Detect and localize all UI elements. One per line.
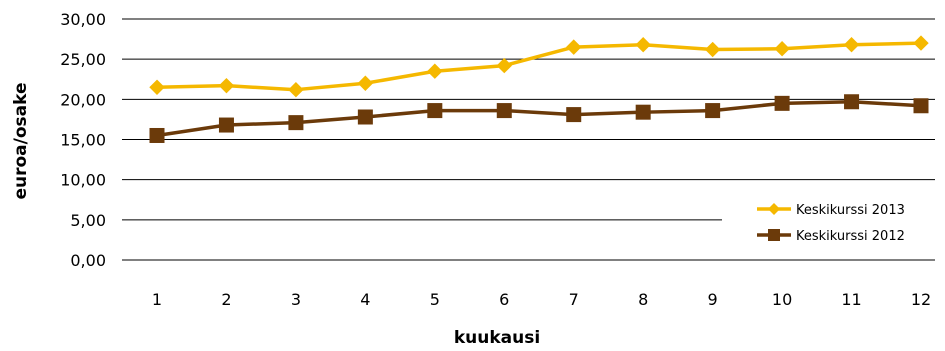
series-line (156, 41, 922, 92)
legend-label: Keskikurssi 2012 (796, 229, 905, 244)
y-tick-label: 10,00 (60, 171, 106, 190)
data-point (843, 36, 860, 53)
x-tick-label: 5 (430, 290, 440, 309)
legend-label: Keskikurssi 2013 (796, 203, 905, 218)
data-point (218, 77, 235, 94)
data-point (635, 104, 651, 120)
x-tick-label: 11 (841, 290, 861, 309)
x-tick-label: 6 (499, 290, 509, 309)
data-point (704, 41, 721, 58)
data-point (913, 98, 929, 114)
data-point (288, 115, 304, 131)
series-line (156, 99, 922, 138)
legend-marker (768, 203, 780, 215)
y-axis-ticks: 0,00 5,00 10,00 15,00 20,00 25,00 30,00 (60, 10, 106, 270)
x-axis-ticks: 1 2 3 4 5 6 7 8 9 10 11 12 (152, 290, 931, 309)
legend-marker (768, 229, 780, 241)
data-point (566, 107, 582, 123)
data-point (774, 95, 790, 111)
y-tick-label: 25,00 (60, 50, 106, 69)
data-point (635, 36, 651, 53)
x-tick-label: 8 (638, 290, 648, 309)
legend-item: Keskikurssi 2013 (757, 203, 905, 218)
data-point (913, 35, 929, 51)
legend-item: Keskikurssi 2012 (757, 229, 905, 244)
data-point (844, 94, 860, 110)
series-group (149, 35, 929, 143)
y-axis-title: euroa/osake (11, 82, 31, 199)
data-point (149, 127, 165, 143)
data-point (705, 103, 721, 119)
series-2 (149, 94, 929, 143)
x-tick-label: 9 (708, 290, 718, 309)
data-point (357, 109, 373, 125)
data-point (357, 75, 374, 91)
y-tick-label: 0,00 (70, 251, 106, 270)
data-point (774, 41, 790, 57)
data-point (427, 63, 443, 79)
series-1 (149, 35, 929, 98)
data-point (288, 81, 304, 98)
x-tick-label: 7 (569, 290, 579, 309)
x-tick-label: 2 (221, 290, 231, 309)
y-tick-label: 5,00 (70, 211, 106, 230)
data-point (218, 117, 234, 133)
data-point (496, 103, 512, 119)
legend-box (722, 186, 935, 256)
x-tick-label: 12 (911, 290, 931, 309)
x-tick-label: 1 (152, 290, 162, 309)
data-point (496, 57, 512, 74)
x-tick-label: 3 (291, 290, 301, 309)
data-point (149, 79, 165, 95)
y-tick-label: 15,00 (60, 131, 106, 150)
data-point (566, 39, 582, 55)
x-axis-title: kuukausi (454, 328, 540, 348)
y-tick-label: 20,00 (60, 90, 106, 109)
x-tick-label: 4 (360, 290, 370, 309)
x-tick-label: 10 (772, 290, 792, 309)
data-point (427, 103, 443, 119)
y-tick-label: 30,00 (60, 10, 106, 29)
legend: Keskikurssi 2013 Keskikurssi 2012 (722, 186, 935, 256)
